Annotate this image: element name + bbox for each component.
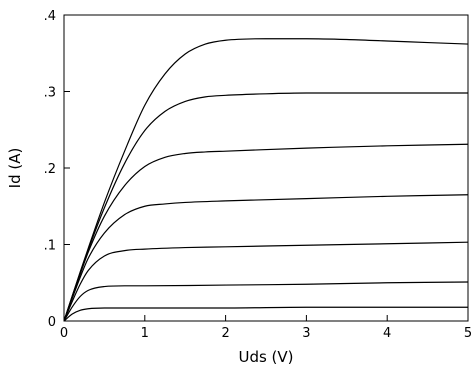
series-line-4 — [63, 194, 469, 322]
x-tick-label: 2 — [221, 326, 229, 341]
series-line-3 — [63, 241, 469, 322]
x-tick-label: 1 — [141, 326, 149, 341]
x-tick-label: 0 — [60, 326, 68, 341]
x-tick-label: 4 — [383, 326, 391, 341]
series-line-1 — [63, 306, 468, 322]
curve-group — [63, 38, 469, 322]
y-tick-label: 0 — [48, 315, 56, 330]
y-tick-label: .4 — [44, 9, 56, 24]
x-axis-label: Uds (V) — [238, 348, 293, 366]
y-axis-ticks: 0 .1 .2 .3 .4 — [44, 9, 70, 330]
plot-frame — [63, 14, 469, 322]
series-line-5 — [63, 143, 469, 322]
y-tick-label: .1 — [44, 239, 56, 254]
y-tick-label: .2 — [44, 162, 56, 177]
series-line-2 — [63, 281, 469, 322]
y-tick-label: .3 — [44, 86, 56, 101]
y-axis-label: Id (A) — [6, 148, 24, 189]
series-line-7 — [63, 38, 469, 322]
x-tick-label: 3 — [302, 326, 310, 341]
x-tick-label: 5 — [464, 326, 472, 341]
series-line-6 — [63, 92, 468, 322]
x-axis-ticks: 0 1 2 3 4 5 — [60, 315, 472, 341]
